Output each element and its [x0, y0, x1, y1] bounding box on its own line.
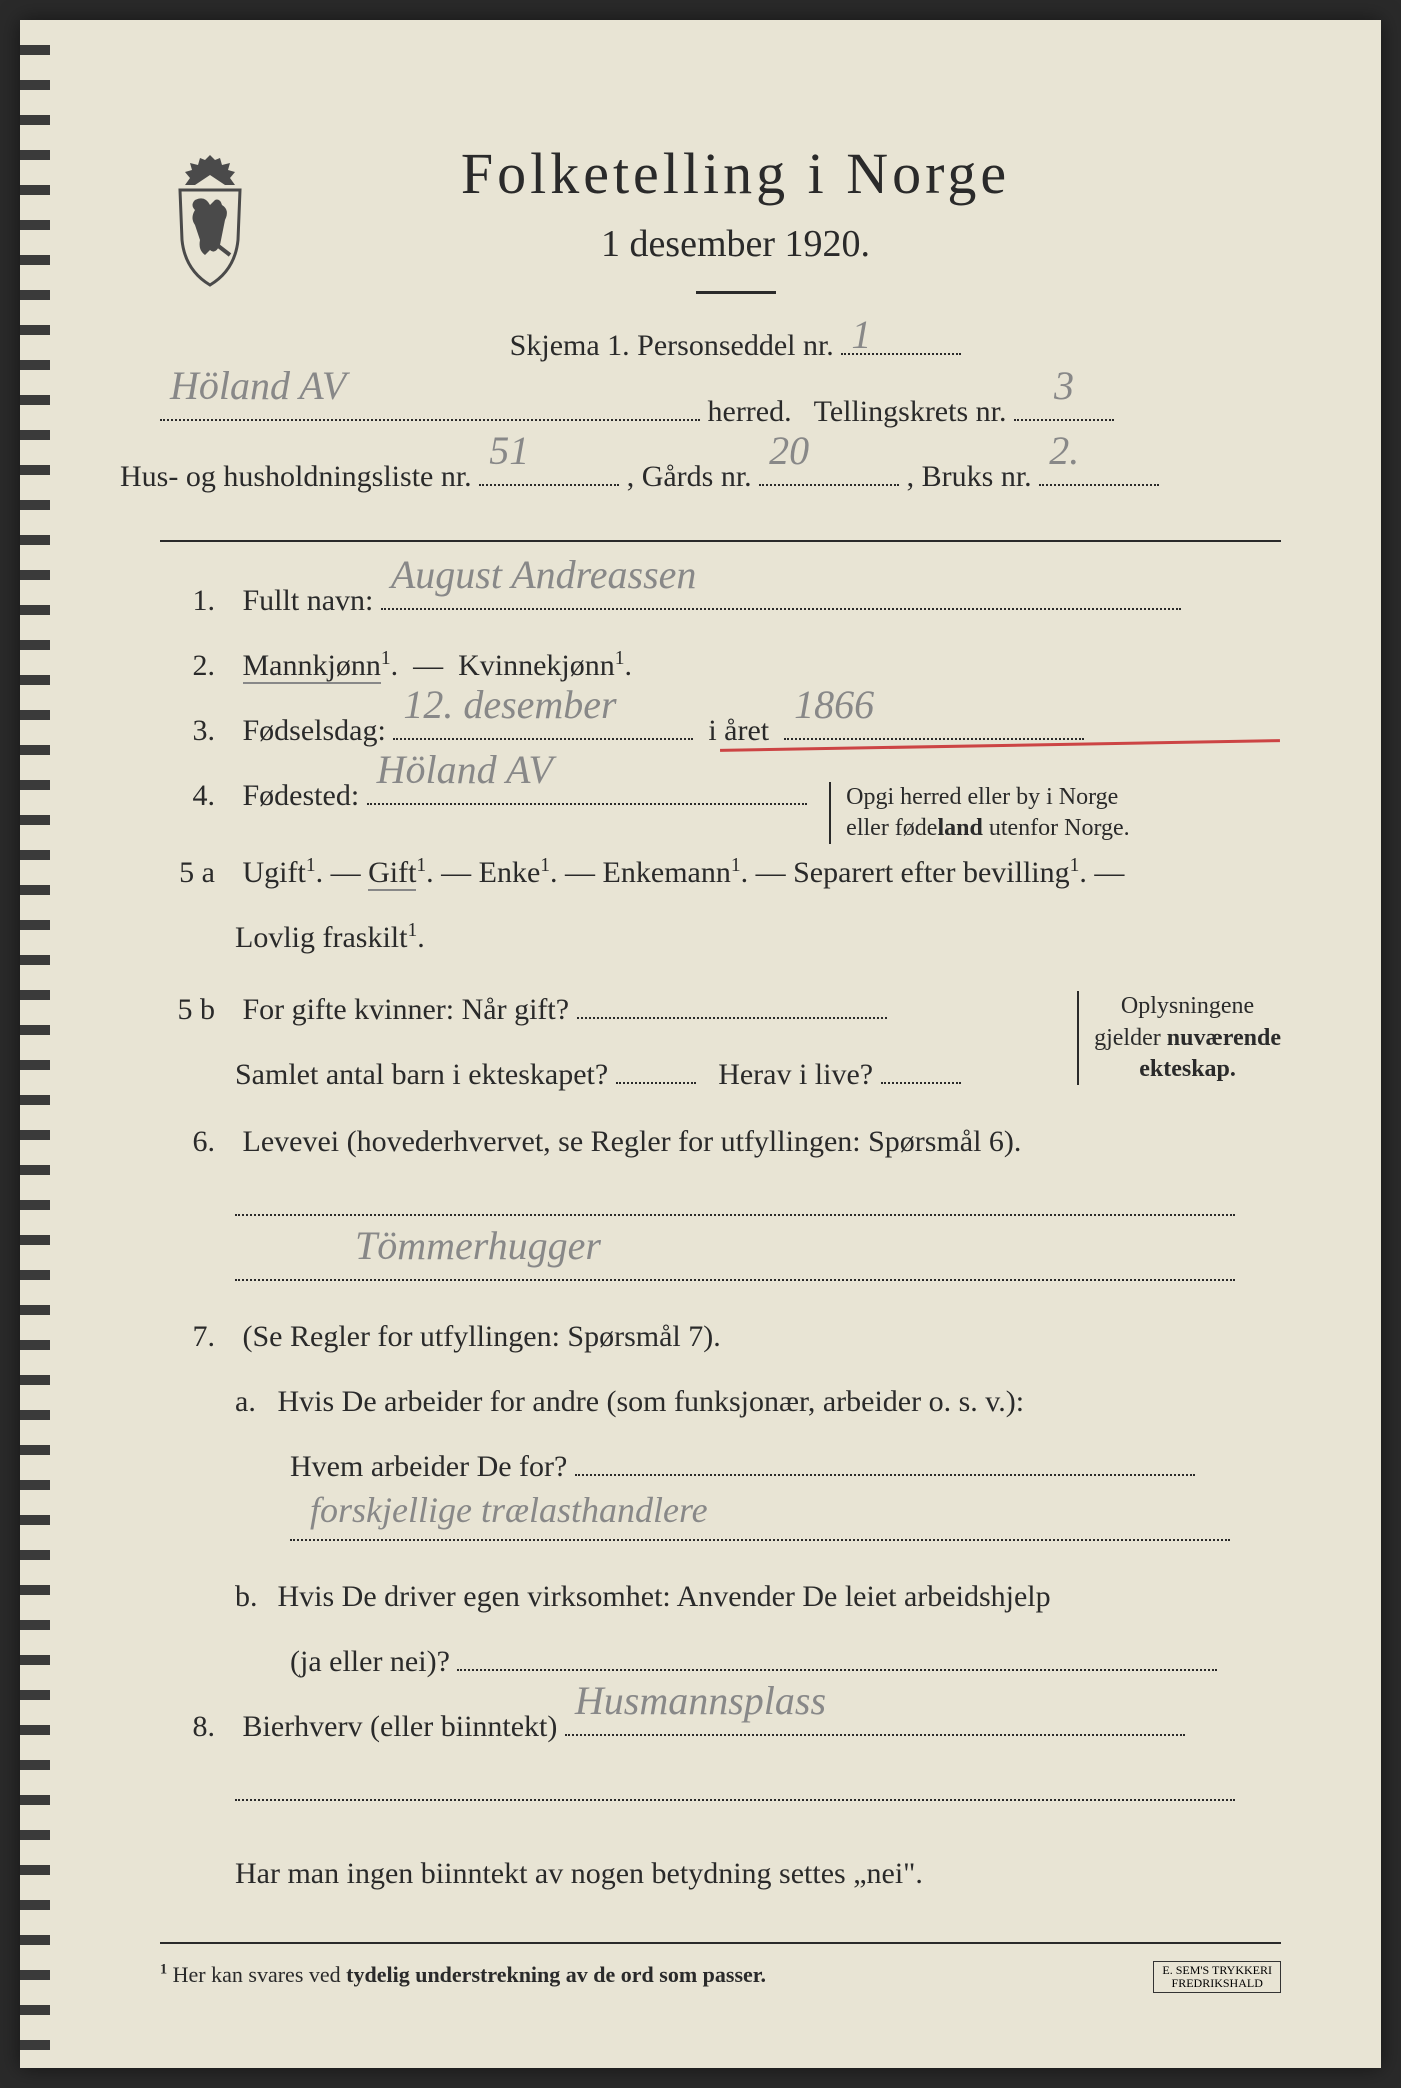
q7a-line1: a. Hvis De arbeider for andre (som funks…: [235, 1373, 1281, 1430]
q5b-line1: 5 b For gifte kvinner: Når gift? Oplysni…: [160, 981, 1281, 1038]
gards-nr: 20: [769, 413, 809, 489]
q6-num: 6.: [160, 1113, 215, 1170]
q8-num: 8.: [160, 1698, 215, 1755]
q5a-num: 5 a: [160, 844, 215, 901]
q8-line: 8. Bierhverv (eller biinntekt) Husmannsp…: [160, 1698, 1281, 1755]
form-body: Höland AV herred. Tellingskrets nr. 3 Hu…: [160, 383, 1281, 1996]
q7a-value-line: forskjellige trælasthandlere: [290, 1503, 1281, 1560]
q4-value: Höland AV: [377, 732, 553, 808]
q7-label: (Se Regler for utfyllingen: Spørsmål 7).: [243, 1320, 721, 1353]
q1-line: 1. Fullt navn: August Andreassen: [160, 572, 1281, 629]
q3-label-a: Fødselsdag:: [243, 714, 386, 747]
hus-label: Hus- og husholdningsliste nr.: [120, 460, 472, 493]
tellingskrets-label: Tellingskrets nr.: [814, 395, 1007, 428]
perforation-edge: [20, 20, 50, 2068]
q2-line: 2. Mannkjønn1. — Kvinnekjønn1.: [160, 637, 1281, 694]
schema-label: Skjema 1. Personseddel nr.: [510, 329, 834, 362]
subtitle: 1 desember 1920.: [290, 222, 1181, 266]
q7a-l1: Hvis De arbeider for andre (som funksjon…: [278, 1385, 1025, 1418]
q1-num: 1.: [160, 572, 215, 629]
q5a-gift: Gift: [368, 856, 416, 891]
hus-nr: 51: [489, 413, 529, 489]
bruks-nr: 2.: [1049, 413, 1079, 489]
q5b-label-a: For gifte kvinner: Når gift?: [243, 993, 570, 1026]
q8-value: Husmannsplass: [575, 1663, 826, 1739]
q5a-line: 5 a Ugift1. — Gift1. — Enke1. — Enkemann…: [160, 844, 1281, 901]
census-form-page: Folketelling i Norge 1 desember 1920. Sk…: [20, 20, 1381, 2068]
q4-num: 4.: [160, 767, 215, 824]
bottom-note: Har man ingen biinntekt av nogen betydni…: [235, 1845, 1281, 1902]
q7a-num: a.: [235, 1373, 270, 1430]
section-divider: [160, 540, 1281, 542]
q2-num: 2.: [160, 637, 215, 694]
q7b-l1: Hvis De driver egen virksomhet: Anvender…: [278, 1580, 1051, 1613]
personseddel-nr: 1: [851, 311, 871, 358]
q4-line: 4. Fødested: Höland AV Opgi herred eller…: [160, 767, 1281, 829]
q8-label: Bierhverv (eller biinntekt): [243, 1710, 558, 1743]
q5a-enke: Enke: [479, 856, 541, 889]
q3-line: 3. Fødselsdag: 12. desember i året 1866: [160, 702, 1281, 759]
q5b-label-b: Samlet antal barn i ekteskapet?: [235, 1058, 608, 1091]
q7-num: 7.: [160, 1308, 215, 1365]
schema-line: Skjema 1. Personseddel nr. 1: [290, 319, 1181, 363]
q1-label: Fullt navn:: [243, 584, 374, 617]
q7b-line1: b. Hvis De driver egen virksomhet: Anven…: [235, 1568, 1281, 1625]
footnote: 1 Her kan svares ved tydelig understrekn…: [160, 1942, 1281, 1996]
q7b-l2: (ja eller nei)?: [290, 1645, 450, 1678]
q1-value: August Andreassen: [391, 537, 697, 613]
main-title: Folketelling i Norge: [290, 140, 1181, 207]
title-block: Folketelling i Norge 1 desember 1920. Sk…: [290, 140, 1281, 363]
coat-of-arms-icon: [160, 150, 260, 290]
q4-note: Opgi herred eller by i Norge eller fødel…: [829, 782, 1130, 844]
q5b-line2: Samlet antal barn i ekteskapet? Herav i …: [235, 1046, 1281, 1103]
form-header: Folketelling i Norge 1 desember 1920. Sk…: [160, 140, 1281, 363]
q4-label: Fødested:: [243, 779, 360, 812]
q7b-num: b.: [235, 1568, 270, 1625]
title-divider: [696, 291, 776, 294]
q6-label: Levevei (hovederhvervet, se Regler for u…: [243, 1125, 1022, 1158]
printer-mark: E. SEM'S TRYKKERI FREDRIKSHALD: [1153, 1961, 1281, 1993]
q5a-enkemann: Enkemann: [603, 856, 731, 889]
q6-line: 6. Levevei (hovederhvervet, se Regler fo…: [160, 1113, 1281, 1170]
hus-line: Hus- og husholdningsliste nr. 51 , Gårds…: [120, 448, 1281, 505]
q5a-separert: Separert efter bevilling: [793, 856, 1070, 889]
gards-label: , Gårds nr.: [627, 460, 752, 493]
bruks-label: , Bruks nr.: [907, 460, 1032, 493]
q6-value-line: Tömmerhugger: [235, 1243, 1281, 1300]
q3-num: 3.: [160, 702, 215, 759]
q8-blank: [235, 1763, 1281, 1820]
q3-year: 1866: [794, 667, 874, 743]
q7-line: 7. (Se Regler for utfyllingen: Spørsmål …: [160, 1308, 1281, 1365]
q5b-num: 5 b: [160, 981, 215, 1038]
q5b-label-c: Herav i live?: [718, 1058, 873, 1091]
herred-line: Höland AV herred. Tellingskrets nr. 3: [160, 383, 1281, 440]
q3-label-b: i året: [708, 714, 769, 747]
q6-value: Tömmerhugger: [355, 1208, 601, 1284]
q5a-ugift: Ugift: [243, 856, 306, 889]
q5a-cont: Lovlig fraskilt1.: [235, 909, 1281, 966]
herred-value: Höland AV: [170, 348, 346, 424]
q2-opt-mann: Mannkjønn: [243, 649, 381, 684]
q7a-value: forskjellige trælasthandlere: [310, 1476, 708, 1544]
